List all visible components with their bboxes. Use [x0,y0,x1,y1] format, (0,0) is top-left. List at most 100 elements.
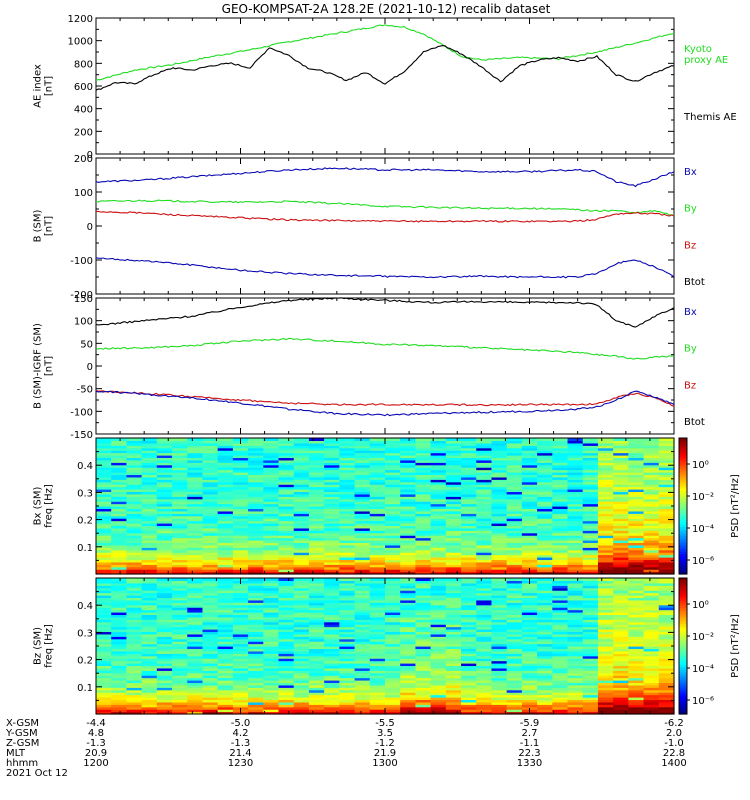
spectrogram-cell [217,518,234,522]
spectrogram-cell [461,648,477,652]
spectrogram-cell [461,655,477,659]
spectrogram-cell [506,469,523,473]
colorbar-cell [679,650,687,654]
spectrogram-cell [643,438,660,442]
spectrogram-cell [567,447,584,451]
spectrogram-cell [369,629,386,633]
spectrogram-cell [354,510,371,514]
spectrogram-cell [308,609,325,613]
spectrogram-cell [400,689,417,693]
spectrogram-cell [141,440,158,444]
spectrogram-cell [354,677,371,681]
spectrogram-cell [445,486,462,490]
spectrogram-cell [597,619,614,623]
spectrogram-cell [400,469,417,473]
colorbar-cell [679,675,687,679]
spectrogram-cell [187,655,204,659]
spectrogram-cell [582,564,599,568]
spectrogram-cell [430,648,447,652]
spectrogram-cell [187,580,204,584]
spectrogram-cell [111,602,128,606]
spectrogram-cell [400,682,417,686]
spectrogram-cell [339,537,356,541]
colorbar-cell [679,508,687,512]
spectrogram-cell [324,612,340,616]
spectrogram-cell [613,590,629,594]
spectrogram-cell [369,597,386,601]
spectrogram-cell [293,571,310,575]
spectrogram-cell [597,592,614,596]
spectrogram-cell [156,467,173,471]
spectrogram-cell [263,624,280,628]
spectrogram-cell [461,462,477,466]
spectrogram-cell [111,650,128,654]
spectrogram-cell [293,633,310,637]
spectrogram-cell [96,506,112,510]
spectrogram-cell [324,697,340,701]
spectrogram-cell [400,677,417,681]
spectrogram-cell [141,602,158,606]
spectrogram-cell [643,616,660,620]
spectrogram-cell [278,554,295,558]
spectrogram-cell [552,633,569,637]
spectrogram-cell [217,604,234,608]
spectrogram-cell [491,491,508,495]
spectrogram-cell [354,626,371,630]
spectrogram-cell [506,481,523,485]
spectrogram-cell [521,595,538,599]
spectrogram-cell [628,704,645,708]
spectrogram-cell [597,544,614,548]
spectrogram-cell [476,648,493,652]
spectrogram-cell [415,486,432,490]
spectrogram-cell [202,464,219,468]
spectrogram-cell [628,587,645,591]
spectrogram-cell [521,670,538,674]
colorbar-cell [679,691,687,695]
spectrogram-cell [597,650,614,654]
spectrogram-cell [400,694,417,698]
colorbar-cell [679,499,687,503]
spectrogram-cell [278,462,295,466]
spectrogram-cell [369,655,386,659]
spectrogram-cell [445,597,462,601]
spectrogram-cell [491,557,508,561]
spectrogram-cell [613,462,629,466]
spectrogram-cell [491,540,508,544]
spectrogram-cell [111,670,128,674]
spectrogram-cell [232,442,249,446]
spectrogram-cell [521,650,538,654]
spectrogram-cell [324,692,340,696]
spectrogram-cell [385,554,401,558]
spectrogram-cell [643,704,660,708]
spectrogram-cell [445,663,462,667]
spectrogram-cell [400,670,417,674]
spectrogram-cell [187,585,204,589]
spectrogram-cell [324,493,340,497]
spectrogram-cell [354,527,371,531]
spectrogram-cell [582,464,599,468]
spectrogram-cell [263,604,280,608]
spectrogram-cell [308,602,325,606]
spectrogram-cell [643,614,660,618]
spectrogram-cell [202,559,219,563]
spectrogram-cell [461,496,477,500]
spectrogram-cell [643,527,660,531]
spectrogram-cell [156,633,173,637]
spectrogram-cell [415,459,432,463]
spectrogram-cell [126,467,143,471]
spectrogram-cell [613,452,629,456]
spectrogram-cell [415,552,432,556]
spectrogram-cell [172,544,188,548]
spectrogram-cell [643,452,660,456]
spectrogram-cell [582,643,599,647]
spectrogram-cell [552,564,569,568]
spectrogram-cell [430,585,447,589]
spectrogram-cell [324,646,340,650]
spectrogram-cell [141,689,158,693]
spectrogram-cell [96,569,112,573]
spectrogram-cell [278,442,295,446]
spectrogram-cell [430,650,447,654]
spectrogram-cell [187,675,204,679]
spectrogram-cell [293,599,310,603]
spectrogram-cell [582,527,599,531]
